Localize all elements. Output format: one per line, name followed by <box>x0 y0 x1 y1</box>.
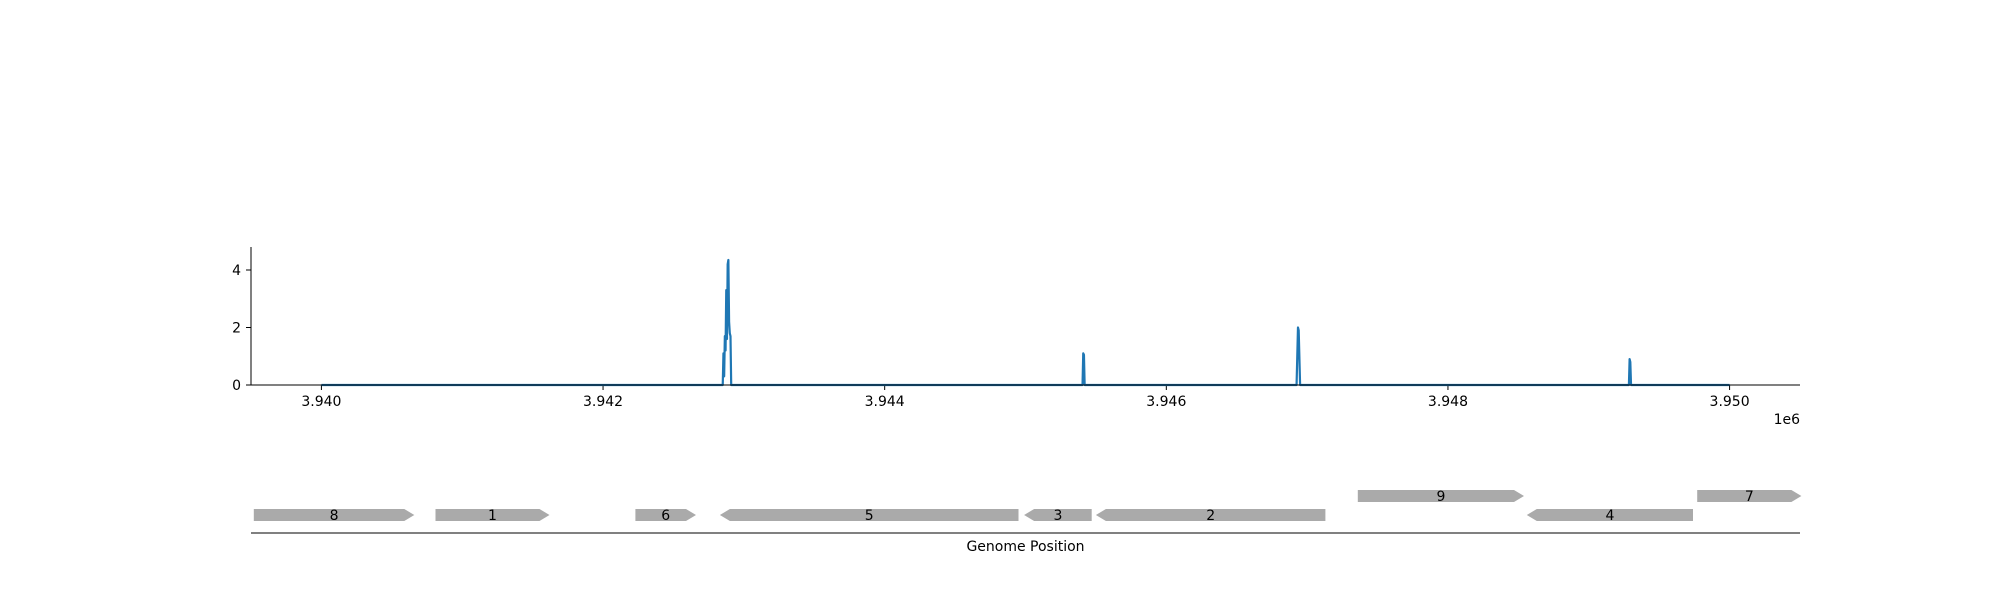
x-tick-label: 3.942 <box>583 394 623 410</box>
gene-label: 8 <box>330 508 339 524</box>
y-tick-label: 2 <box>232 321 241 337</box>
x-tick-label: 3.940 <box>301 394 341 410</box>
x-tick-label: 3.946 <box>1146 394 1186 410</box>
gene-label: 9 <box>1436 489 1445 505</box>
gene-label: 5 <box>865 508 874 524</box>
x-axis-offset-label: 1e6 <box>1774 412 1801 428</box>
gene-label: 3 <box>1053 508 1062 524</box>
gene-label: 1 <box>488 508 497 524</box>
gene-arrow <box>1526 509 1693 521</box>
gene-arrow <box>435 509 550 521</box>
gene-arrow <box>1095 509 1326 521</box>
gene-arrow <box>1697 490 1802 502</box>
x-tick-label: 3.944 <box>865 394 905 410</box>
coverage-series-line <box>321 258 1730 387</box>
gene-track-panel: 8 1 6 5 3 2 9 4 7 Genome Position <box>251 489 1802 555</box>
coverage-panel: 0 2 4 3.940 3.942 3.944 3.946 3.948 3.950 1e6 <box>232 247 1800 428</box>
gene-arrow <box>635 509 696 521</box>
x-tick-label: 3.950 <box>1710 394 1750 410</box>
y-tick-label: 4 <box>232 263 241 279</box>
gene-arrow <box>1024 509 1092 521</box>
y-tick-label: 0 <box>232 378 241 394</box>
y-axis-ticks: 0 2 4 <box>232 263 251 394</box>
gene-features: 8 1 6 5 3 2 9 4 7 <box>253 489 1802 524</box>
x-tick-label: 3.948 <box>1428 394 1468 410</box>
x-axis-ticks: 3.940 3.942 3.944 3.946 3.948 3.950 <box>301 385 1750 410</box>
gene-label: 7 <box>1745 489 1754 505</box>
gene-label: 4 <box>1605 508 1614 524</box>
gene-arrow <box>253 509 415 521</box>
gene-label: 2 <box>1206 508 1215 524</box>
gene-label: 6 <box>661 508 670 524</box>
gene-track-xlabel: Genome Position <box>966 539 1084 555</box>
gene-arrow <box>1357 490 1524 502</box>
gene-arrow <box>719 509 1019 521</box>
